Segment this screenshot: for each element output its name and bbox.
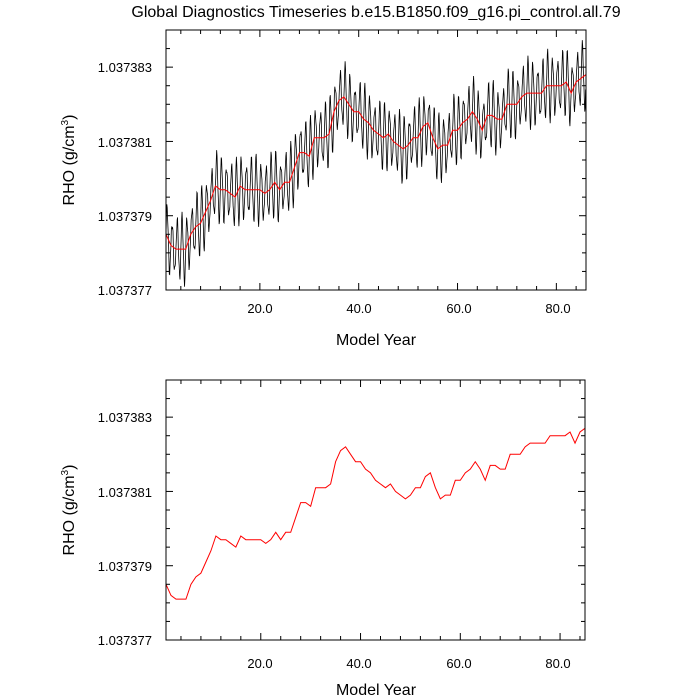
top-y-axis-title-sup: 3 — [60, 119, 71, 125]
top-y-axis-title-tail: ) — [61, 115, 78, 120]
top-xtick-label: 40.0 — [346, 301, 371, 316]
top-ytick-label: 1.037379 — [98, 209, 152, 224]
top-ticks — [166, 29, 586, 291]
bottom-xtick-label: 20.0 — [247, 656, 272, 671]
top-ytick-label: 1.037377 — [98, 283, 152, 298]
top-xtick-label: 20.0 — [247, 301, 272, 316]
bottom-plot-frame — [165, 379, 586, 641]
top-monthly-series-line — [165, 40, 586, 287]
bottom-xtick-label: 40.0 — [346, 656, 371, 671]
top-ytick-label: 1.037381 — [98, 135, 152, 150]
bottom-panel: 1.037377 1.037379 1.037381 1.037383 20.0… — [60, 379, 586, 699]
bottom-xtick-label: 80.0 — [545, 656, 570, 671]
bottom-ytick-label: 1.037379 — [98, 559, 152, 574]
top-plot-frame — [165, 29, 587, 291]
top-panel: 1.037377 1.037379 1.037381 1.037383 20.0… — [60, 29, 587, 349]
top-annual-mean-series-line — [165, 74, 587, 250]
bottom-ytick-label: 1.037381 — [98, 485, 152, 500]
bottom-annual-mean-series-line — [165, 427, 586, 600]
top-x-axis-title: Model Year — [336, 332, 417, 349]
top-ytick-label: 1.037383 — [98, 60, 152, 75]
bottom-ticks — [166, 379, 585, 641]
top-y-axis-title: RHO (g/cm3) — [60, 115, 78, 206]
figure-title: Global Diagnostics Timeseries b.e15.B185… — [131, 4, 620, 21]
bottom-y-axis-title-main: RHO (g/cm — [61, 475, 78, 555]
top-xtick-label: 80.0 — [545, 301, 570, 316]
bottom-y-axis-title-tail: ) — [61, 465, 78, 470]
top-xtick-label: 60.0 — [446, 301, 471, 316]
bottom-plot-area — [165, 427, 586, 600]
bottom-xtick-label: 60.0 — [446, 656, 471, 671]
bottom-y-axis-title-sup: 3 — [60, 469, 71, 475]
top-plot-area — [165, 40, 587, 287]
bottom-x-axis-title: Model Year — [336, 682, 417, 699]
bottom-ytick-label: 1.037377 — [98, 633, 152, 648]
top-y-axis-title-main: RHO (g/cm — [61, 125, 78, 205]
bottom-ytick-label: 1.037383 — [98, 410, 152, 425]
bottom-y-axis-title: RHO (g/cm3) — [60, 465, 78, 556]
